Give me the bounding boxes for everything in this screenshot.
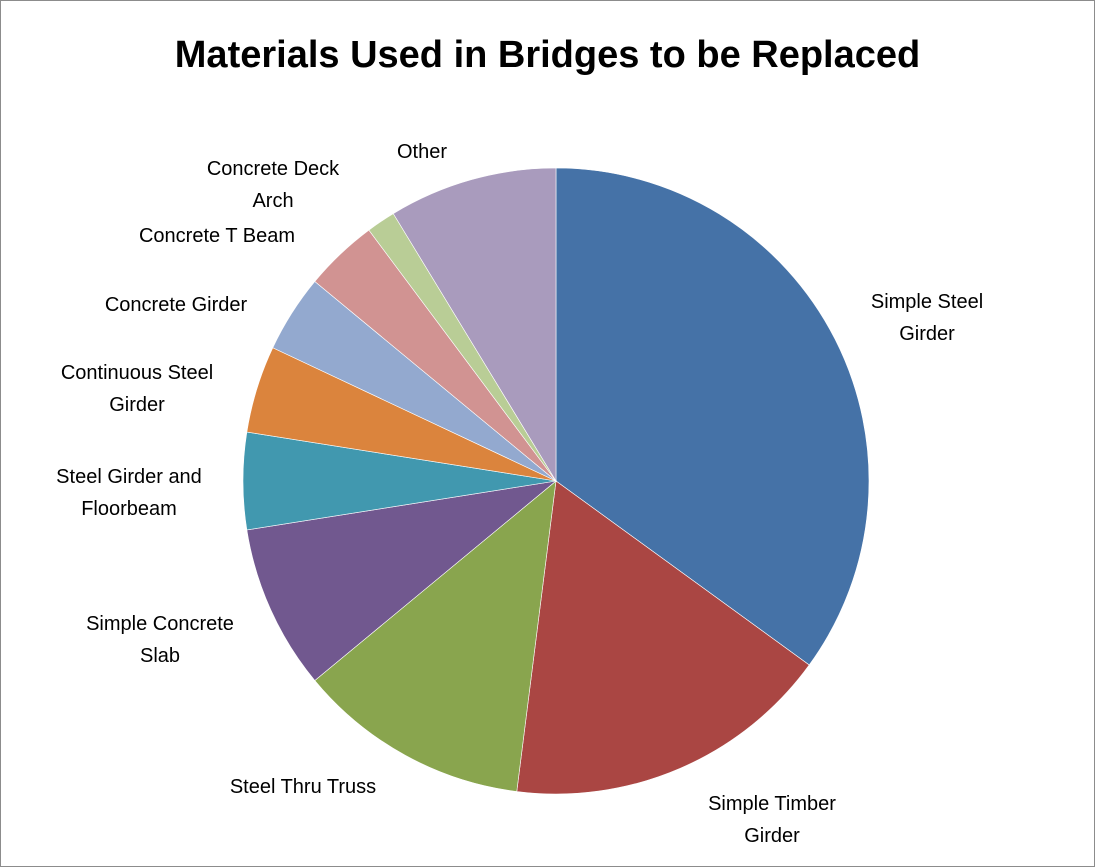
label-simple-timber-girder: Simple Timber Girder: [708, 793, 836, 847]
label-line: Girder: [744, 825, 800, 847]
label-line: Floorbeam: [81, 498, 177, 520]
label-line: Girder: [899, 323, 955, 345]
label-simple-steel-girder: Simple Steel Girder: [871, 291, 983, 345]
label-concrete-girder: Concrete Girder: [105, 294, 248, 316]
label-line: Steel Girder and: [56, 466, 202, 488]
label-line: Simple Timber: [708, 793, 836, 815]
label-line: Arch: [252, 190, 293, 212]
label-continuous-steel-girder: Continuous Steel Girder: [61, 362, 213, 416]
label-line: Simple Steel: [871, 291, 983, 313]
label-other: Other: [397, 141, 447, 163]
label-steel-thru-truss: Steel Thru Truss: [230, 776, 376, 798]
label-line: Other: [397, 141, 447, 163]
slice-simple-concrete-slab: [246, 480, 558, 681]
label-line: Concrete Deck: [207, 158, 340, 180]
chart-title: Materials Used in Bridges to be Replaced: [174, 34, 921, 76]
label-line: Slab: [140, 645, 180, 667]
label-concrete-t-beam: Concrete T Beam: [139, 225, 295, 247]
slice-labels: Simple Steel Girder Simple Timber Girder Ste…: [56, 141, 983, 847]
slice-other: [392, 167, 557, 483]
label-line: Concrete T Beam: [139, 225, 295, 247]
label-simple-concrete-slab: Simple Concrete Slab: [86, 613, 234, 667]
label-concrete-deck-arch: Concrete Deck Arch: [207, 158, 340, 212]
label-line: Steel Thru Truss: [230, 776, 376, 798]
label-steel-girder-and-floorbeam: Steel Girder and Floorbeam: [56, 466, 202, 520]
label-line: Simple Concrete: [86, 613, 234, 635]
slice-simple-timber-girder: [516, 480, 810, 795]
slice-simple-steel-girder: [555, 167, 870, 666]
pie-slices: [242, 167, 870, 795]
label-line: Concrete Girder: [105, 294, 248, 316]
label-line: Girder: [109, 394, 165, 416]
slice-steel-thru-truss: [314, 480, 557, 792]
label-line: Continuous Steel: [61, 362, 213, 384]
